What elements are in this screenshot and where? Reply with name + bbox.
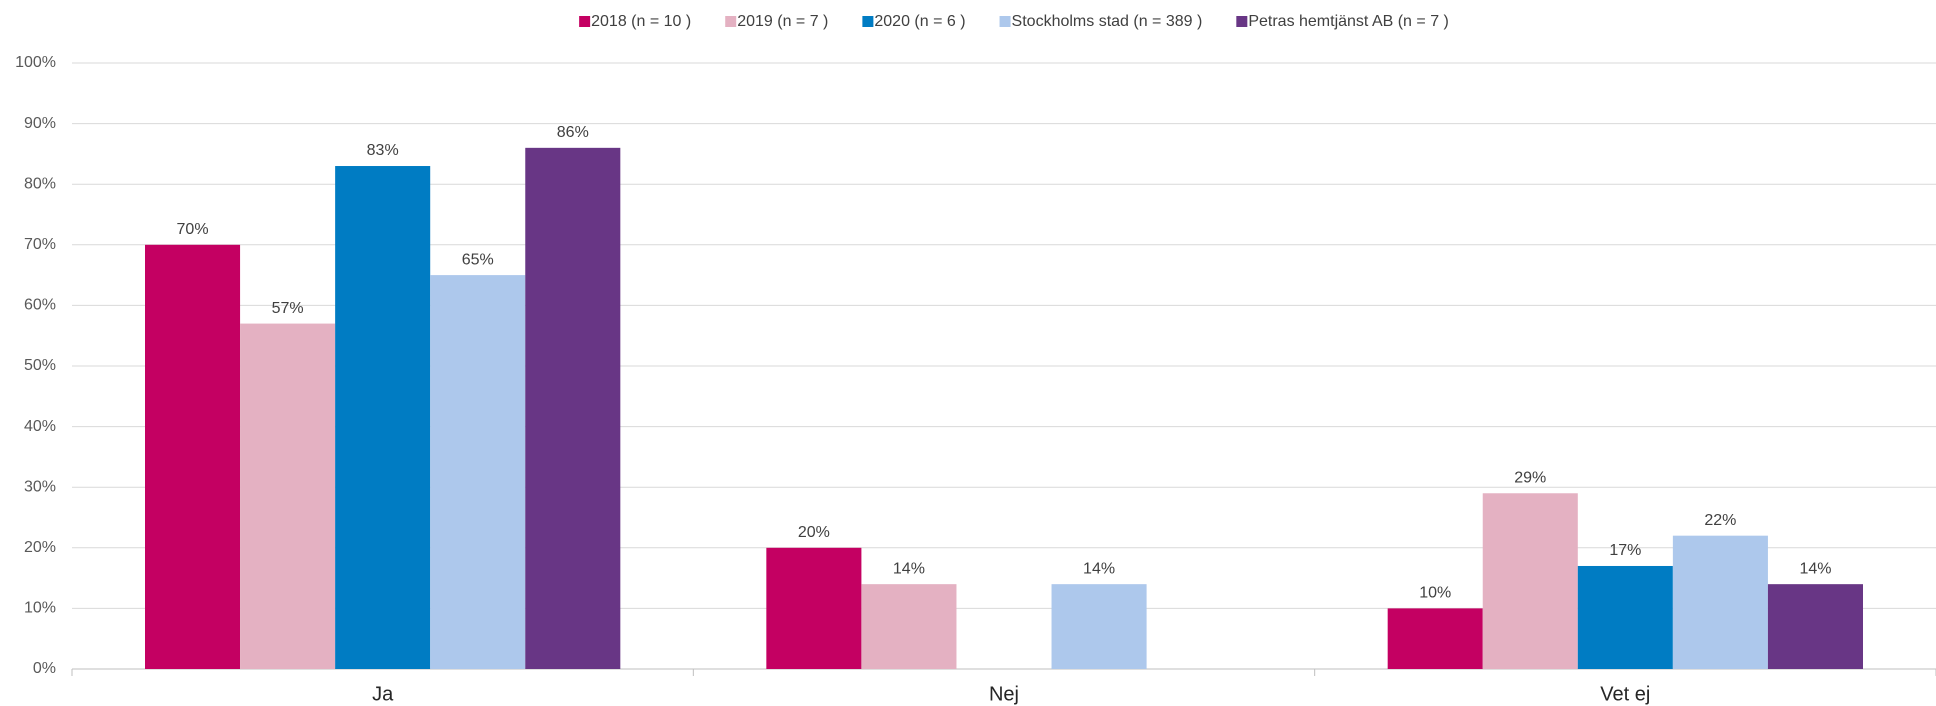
legend: 2018 (n = 10 ) 2019 (n = 7 ) 2020 (n = 6 )… [579,13,1449,30]
x-tick-label: Vet ej [1600,683,1650,705]
data-label: 14% [1083,560,1115,577]
y-tick-label: 100% [15,54,56,71]
bar [525,147,621,670]
bar [1577,565,1673,669]
y-tick-label: 90% [24,115,56,132]
bar [430,275,526,669]
legend-swatch [725,16,737,27]
bar [1051,584,1147,669]
data-label: 14% [893,560,925,577]
data-label: 29% [1514,469,1546,486]
data-label: 20% [798,524,830,541]
y-tick-label: 0% [33,660,56,677]
x-tick-label: Ja [372,683,394,705]
data-label: 17% [1609,542,1641,559]
bar [1387,608,1483,669]
data-label: 83% [367,142,399,159]
y-tick-label: 10% [24,600,56,617]
legend-label: Stockholms stad (n = 389 ) [1012,13,1203,30]
legend-label: 2018 (n = 10 ) [591,13,691,30]
legend-swatch [862,16,874,27]
bar [1672,535,1768,669]
data-label: 10% [1419,585,1451,602]
bar [1767,584,1863,669]
bar [861,584,957,669]
legend-swatch [999,16,1011,27]
data-label: 57% [272,300,304,317]
y-tick-label: 40% [24,418,56,435]
data-label: 70% [177,221,209,238]
y-tick-label: 80% [24,175,56,192]
bar [766,547,862,669]
y-tick-label: 20% [24,539,56,556]
data-label: 14% [1799,560,1831,577]
y-tick-label: 50% [24,357,56,374]
bar [145,244,241,670]
bar [240,323,336,669]
y-tick-label: 60% [24,297,56,314]
legend-swatch [1236,16,1248,27]
y-tick-label: 30% [24,478,56,495]
data-label: 22% [1704,512,1736,529]
bar [1482,493,1578,669]
legend-label: 2019 (n = 7 ) [737,13,828,30]
data-label: 86% [557,124,589,141]
legend-label: 2020 (n = 6 ) [874,13,965,30]
x-tick-label: Nej [989,683,1019,705]
legend-swatch [579,16,591,27]
data-label: 65% [462,251,494,268]
y-tick-label: 70% [24,236,56,253]
bar [335,166,431,669]
legend-label: Petras hemtjänst AB (n = 7 ) [1248,13,1449,30]
